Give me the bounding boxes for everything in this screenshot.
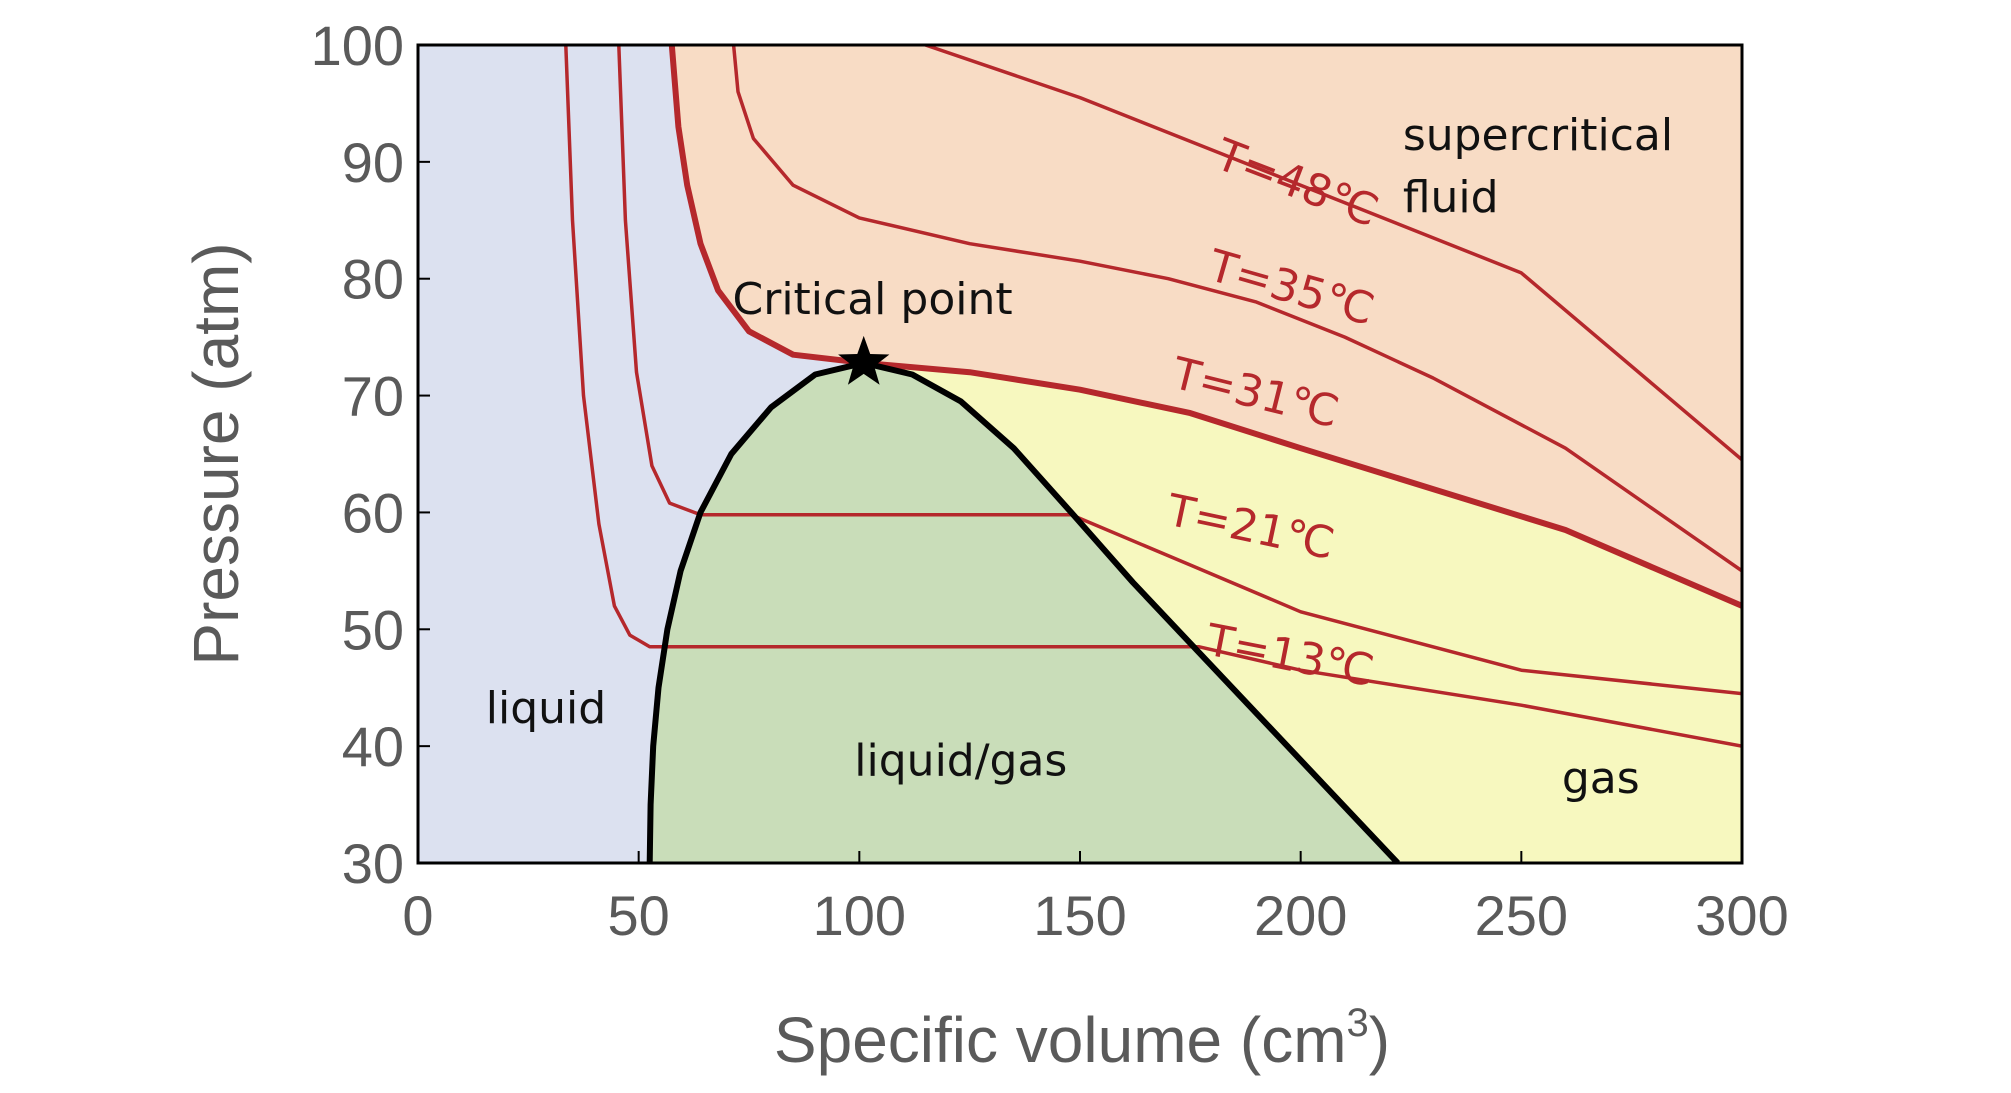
y-tick-label: 40	[342, 715, 404, 778]
region-label-liquid: liquid	[486, 683, 606, 734]
coexistence-curve	[646, 359, 1400, 863]
y-tick-label: 80	[342, 248, 404, 311]
isotherm-35c-line	[731, 45, 1742, 573]
critical-point-star-icon	[838, 335, 890, 385]
x-axis-label: Specific volume (cm3)	[774, 1001, 1390, 1076]
x-axis-label-close: )	[1369, 1004, 1390, 1076]
x-tick-label: 200	[1254, 884, 1347, 947]
region-label-gas: gas	[1562, 753, 1640, 804]
x-tick-label: 250	[1475, 884, 1568, 947]
y-tick-label: 50	[342, 598, 404, 661]
y-tick-label: 70	[342, 365, 404, 428]
y-tick-label: 90	[342, 131, 404, 194]
y-tick-label: 100	[311, 14, 404, 77]
region-supercritical	[671, 45, 1742, 606]
x-axis-label-superscript: 3	[1347, 1001, 1369, 1045]
x-tick-label: 150	[1033, 884, 1126, 947]
region-label-supercritical-line2: fluid	[1403, 172, 1499, 223]
isotherm-13c-line	[564, 45, 1742, 748]
critical-point-label: Critical point	[733, 274, 1013, 325]
x-tick-label: 300	[1695, 884, 1788, 947]
region-label-supercritical: supercritical	[1403, 110, 1673, 161]
region-label-liquid-gas: liquid/gas	[854, 735, 1067, 786]
x-tick-label: 0	[402, 884, 433, 947]
y-axis-label: Pressure (atm)	[180, 242, 252, 665]
region-liquid-gas	[649, 362, 1398, 863]
y-tick-label: 30	[342, 832, 404, 895]
y-tick-label: 60	[342, 481, 404, 544]
x-axis-label-text: Specific volume (cm	[774, 1004, 1347, 1076]
x-tick-label: 100	[813, 884, 906, 947]
x-tick-label: 50	[608, 884, 670, 947]
isotherm-48c-line	[923, 45, 1742, 462]
